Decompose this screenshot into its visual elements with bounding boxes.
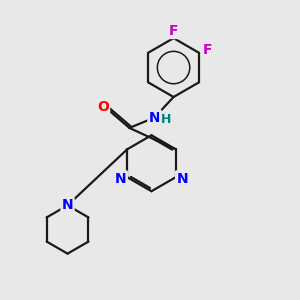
Text: N: N — [62, 198, 74, 212]
Text: F: F — [169, 24, 178, 38]
Text: H: H — [160, 112, 171, 126]
Text: F: F — [202, 44, 212, 58]
Text: O: O — [97, 100, 109, 114]
Text: N: N — [176, 172, 188, 186]
Text: N: N — [115, 172, 127, 186]
Text: N: N — [148, 111, 160, 124]
